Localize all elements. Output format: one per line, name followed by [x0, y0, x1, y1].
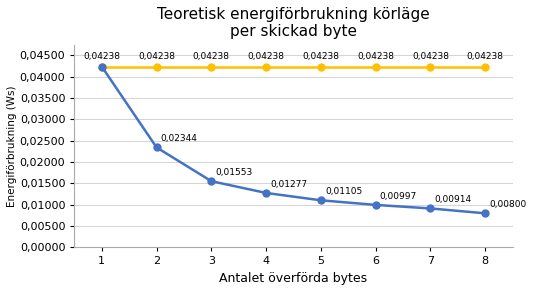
Text: 0,00997: 0,00997 — [380, 192, 417, 201]
Text: 0,04238: 0,04238 — [248, 52, 285, 61]
Text: 0,04238: 0,04238 — [83, 52, 120, 61]
Text: 0,04238: 0,04238 — [412, 52, 449, 61]
Text: 0,01553: 0,01553 — [216, 168, 253, 177]
Text: 0,04238: 0,04238 — [138, 52, 175, 61]
Text: 0,01277: 0,01277 — [270, 180, 308, 189]
Text: 0,04238: 0,04238 — [357, 52, 394, 61]
Text: 0,01105: 0,01105 — [325, 187, 362, 196]
Title: Teoretisk energiförbrukning körläge
per skickad byte: Teoretisk energiförbrukning körläge per … — [157, 7, 430, 39]
Y-axis label: Energiförbrukning (Ws): Energiförbrukning (Ws) — [7, 85, 17, 207]
Text: 0,04238: 0,04238 — [193, 52, 230, 61]
Text: 0,04238: 0,04238 — [302, 52, 339, 61]
X-axis label: Antalet överförda bytes: Antalet överförda bytes — [219, 272, 368, 285]
Text: 0,02344: 0,02344 — [160, 134, 197, 143]
Text: 0,04238: 0,04238 — [467, 52, 503, 61]
Text: 0,00800: 0,00800 — [490, 200, 526, 209]
Text: 0,00914: 0,00914 — [434, 195, 472, 204]
